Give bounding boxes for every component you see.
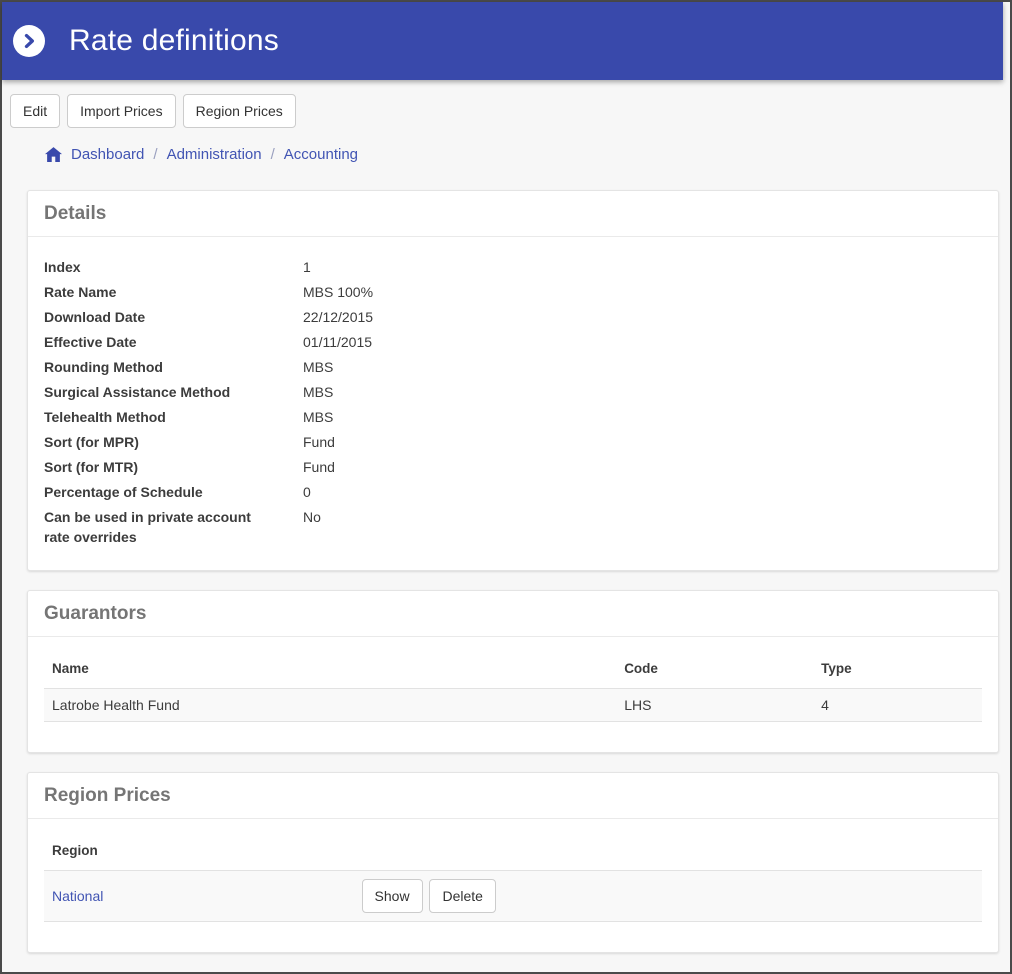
edit-button[interactable]: Edit xyxy=(10,94,61,128)
field-value: MBS xyxy=(303,359,334,375)
guarantors-card-header: Guarantors xyxy=(28,591,998,637)
delete-button[interactable]: Delete xyxy=(429,879,496,913)
chevron-right-circle-icon xyxy=(13,25,45,57)
field-label: Sort (for MTR) xyxy=(44,459,139,475)
region-prices-table: Region National Show Delete xyxy=(44,825,982,922)
region-name-cell: National xyxy=(44,871,354,922)
detail-field-telehealth-method: Telehealth Method MBS xyxy=(44,407,982,427)
column-header-name: Name xyxy=(52,661,89,676)
field-value: 0 xyxy=(303,484,311,500)
column-header-code: Code xyxy=(624,661,658,676)
column-header-type: Type xyxy=(821,661,852,676)
guarantors-card: Guarantors Name Code Type Latrobe Health… xyxy=(27,590,999,753)
breadcrumb-link-administration[interactable]: Administration xyxy=(166,146,262,163)
home-icon[interactable] xyxy=(45,147,62,162)
region-actions-cell: Show Delete xyxy=(354,871,982,922)
detail-field-private-account-overrides: Can be used in private account rate over… xyxy=(44,507,982,547)
field-label: Sort (for MPR) xyxy=(44,434,139,450)
guarantors-table: Name Code Type Latrobe Health Fund LHS 4 xyxy=(44,643,982,722)
field-label: Telehealth Method xyxy=(44,409,166,425)
field-value: Fund xyxy=(303,459,335,475)
guarantor-name-cell: Latrobe Health Fund xyxy=(52,697,180,713)
field-value: MBS xyxy=(303,409,334,425)
field-value: MBS 100% xyxy=(303,284,374,300)
guarantors-header-row: Name Code Type xyxy=(44,643,982,689)
region-prices-card-body: Region National Show Delete xyxy=(28,819,998,952)
region-prices-card-header: Region Prices xyxy=(28,773,998,819)
field-label: Effective Date xyxy=(44,334,137,350)
guarantors-card-body: Name Code Type Latrobe Health Fund LHS 4 xyxy=(28,637,998,752)
app-header: Rate definitions xyxy=(2,2,1003,80)
region-prices-card: Region Prices Region National S xyxy=(27,772,999,953)
breadcrumb: Dashboard / Administration / Accounting xyxy=(45,146,1010,163)
field-label: Can be used in private account rate over… xyxy=(44,509,251,545)
column-header-region: Region xyxy=(52,843,98,858)
region-prices-header-row: Region xyxy=(44,825,982,871)
page-title: Rate definitions xyxy=(69,24,279,57)
region-price-table-row: National Show Delete xyxy=(44,870,982,922)
field-value: 1 xyxy=(303,259,311,275)
main-content: Details Index 1 Rate Name MBS 100% Downl… xyxy=(2,190,1010,953)
breadcrumb-separator: / xyxy=(153,146,158,163)
guarantor-table-row: Latrobe Health Fund LHS 4 xyxy=(44,688,982,722)
field-value: 22/12/2015 xyxy=(303,309,374,325)
toolbar: Edit Import Prices Region Prices xyxy=(10,94,1002,128)
guarantor-type-cell: 4 xyxy=(821,697,829,713)
details-card-title: Details xyxy=(44,203,107,224)
details-card-header: Details xyxy=(28,191,998,237)
breadcrumb-link-dashboard[interactable]: Dashboard xyxy=(71,146,145,163)
field-label: Index xyxy=(44,259,81,275)
field-label: Rounding Method xyxy=(44,359,163,375)
field-label: Percentage of Schedule xyxy=(44,484,203,500)
detail-field-sort-mpr: Sort (for MPR) Fund xyxy=(44,432,982,452)
breadcrumb-link-accounting[interactable]: Accounting xyxy=(283,146,358,163)
field-label: Rate Name xyxy=(44,284,117,300)
field-value: MBS xyxy=(303,384,334,400)
detail-field-effective-date: Effective Date 01/11/2015 xyxy=(44,332,982,352)
detail-field-rounding-method: Rounding Method MBS xyxy=(44,357,982,377)
details-card-body: Index 1 Rate Name MBS 100% Download Date… xyxy=(28,237,998,570)
breadcrumb-separator: / xyxy=(270,146,275,163)
guarantor-code-cell: LHS xyxy=(624,697,652,713)
details-card: Details Index 1 Rate Name MBS 100% Downl… xyxy=(27,190,999,571)
field-value: No xyxy=(303,509,321,525)
field-label: Surgical Assistance Method xyxy=(44,384,231,400)
detail-field-download-date: Download Date 22/12/2015 xyxy=(44,307,982,327)
show-button[interactable]: Show xyxy=(361,879,423,913)
import-prices-button[interactable]: Import Prices xyxy=(67,94,176,128)
detail-field-rate-name: Rate Name MBS 100% xyxy=(44,282,982,302)
detail-field-surgical-assistance-method: Surgical Assistance Method MBS xyxy=(44,382,982,402)
field-value: 01/11/2015 xyxy=(303,334,373,350)
region-national-link[interactable]: National xyxy=(52,888,104,904)
field-value: Fund xyxy=(303,434,335,450)
field-label: Download Date xyxy=(44,309,146,325)
detail-field-percentage-of-schedule: Percentage of Schedule 0 xyxy=(44,482,982,502)
region-prices-card-title: Region Prices xyxy=(44,785,171,806)
detail-field-sort-mtr: Sort (for MTR) Fund xyxy=(44,457,982,477)
guarantors-card-title: Guarantors xyxy=(44,603,147,624)
detail-field-index: Index 1 xyxy=(44,257,982,277)
region-prices-button[interactable]: Region Prices xyxy=(182,94,296,128)
column-header-actions xyxy=(354,825,982,871)
